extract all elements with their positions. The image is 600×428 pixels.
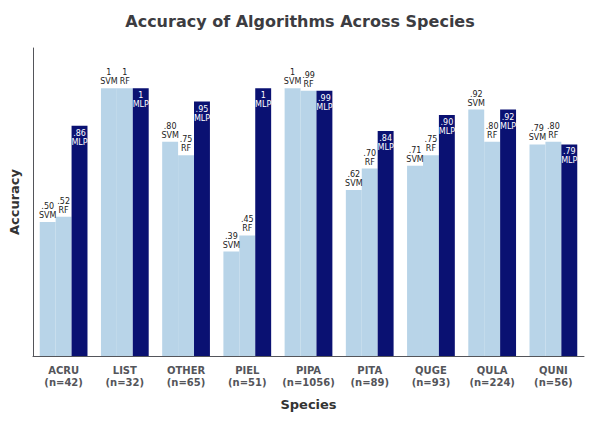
svg-text:SVM: SVM [223,241,241,250]
svg-text:.80: .80 [547,122,560,131]
svg-text:RF: RF [365,158,376,167]
svg-text:Accuracy of Algorithms Across: Accuracy of Algorithms Across Species [125,12,474,31]
svg-text:MLP: MLP [133,100,149,109]
svg-text:.52: .52 [57,197,70,206]
svg-text:PIPA: PIPA [296,365,321,376]
svg-text:.62: .62 [347,170,360,179]
svg-text:.92: .92 [470,90,483,99]
svg-text:MLP: MLP [500,122,516,131]
svg-text:.39: .39 [225,232,238,241]
svg-text:(n=65): (n=65) [167,377,206,388]
svg-text:.71: .71 [409,146,422,155]
svg-text:SVM: SVM [161,131,179,140]
svg-text:(n=93): (n=93) [412,377,451,388]
svg-text:(n=56): (n=56) [534,377,573,388]
svg-text:(n=32): (n=32) [106,377,145,388]
svg-text:ACRU: ACRU [48,365,79,376]
svg-text:.90: .90 [440,118,453,127]
svg-text:RF: RF [181,144,192,153]
svg-text:.79: .79 [531,124,544,133]
svg-text:RF: RF [487,131,498,140]
svg-text:MLP: MLP [71,138,87,147]
svg-text:RF: RF [120,77,131,86]
svg-text:SVM: SVM [284,77,302,86]
svg-text:(n=42): (n=42) [44,377,83,388]
svg-text:.92: .92 [502,113,515,122]
svg-text:.99: .99 [302,71,315,80]
svg-text:PIEL: PIEL [235,365,260,376]
svg-text:RF: RF [59,206,70,215]
svg-text:MLP: MLP [561,156,577,165]
svg-text:SVM: SVM [100,77,118,86]
svg-text:QULA: QULA [477,365,508,376]
svg-text:MLP: MLP [194,114,210,123]
svg-text:MLP: MLP [316,103,332,112]
svg-text:QUNI: QUNI [539,365,568,376]
svg-text:.80: .80 [164,122,177,131]
svg-text:RF: RF [548,131,559,140]
svg-text:.95: .95 [196,105,209,114]
svg-text:RF: RF [426,144,437,153]
svg-text:SVM: SVM [39,211,57,220]
svg-text:1: 1 [138,91,143,100]
svg-text:Accuracy: Accuracy [7,168,22,235]
svg-text:.99: .99 [318,94,331,103]
svg-text:SVM: SVM [468,99,486,108]
svg-text:LIST: LIST [113,365,137,376]
svg-text:.80: .80 [486,122,499,131]
svg-text:SVM: SVM [345,179,363,188]
svg-text:RF: RF [303,80,314,89]
svg-text:(n=224): (n=224) [469,377,515,388]
svg-text:MLP: MLP [378,143,394,152]
svg-text:.79: .79 [563,147,576,156]
svg-text:1: 1 [106,68,111,77]
svg-text:(n=89): (n=89) [350,377,389,388]
svg-text:1: 1 [290,68,295,77]
svg-text:SVM: SVM [529,133,547,142]
svg-text:OTHER: OTHER [167,365,206,376]
svg-text:(n=1056): (n=1056) [282,377,334,388]
svg-text:SVM: SVM [406,155,424,164]
svg-text:.50: .50 [41,202,54,211]
svg-text:RF: RF [242,224,253,233]
svg-text:.84: .84 [379,134,392,143]
svg-text:1: 1 [122,68,127,77]
svg-text:MLP: MLP [439,127,455,136]
svg-text:.45: .45 [241,215,254,224]
svg-text:.75: .75 [425,135,438,144]
svg-text:.86: .86 [73,129,86,138]
svg-text:QUGE: QUGE [415,365,447,376]
svg-text:Species: Species [280,397,336,412]
svg-text:(n=51): (n=51) [228,377,267,388]
svg-text:1: 1 [261,91,266,100]
svg-text:.75: .75 [180,135,193,144]
svg-text:PITA: PITA [357,365,382,376]
svg-text:MLP: MLP [255,100,271,109]
svg-text:.70: .70 [363,149,376,158]
